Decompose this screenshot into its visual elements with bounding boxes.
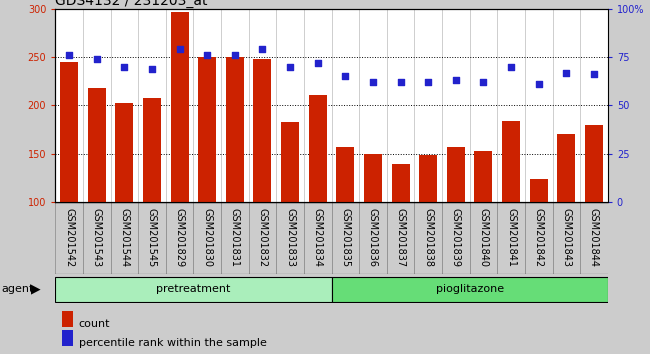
Text: ▶: ▶ [31,283,41,296]
FancyBboxPatch shape [415,202,442,274]
Bar [60,62,78,202]
FancyBboxPatch shape [580,202,608,274]
Point [561,70,571,75]
Text: GSM201843: GSM201843 [562,207,571,267]
FancyBboxPatch shape [248,202,276,274]
Point [229,52,240,58]
Bar [336,147,354,202]
Text: GSM201838: GSM201838 [423,207,433,267]
FancyBboxPatch shape [552,202,580,274]
Point [368,79,378,85]
Text: GSM201544: GSM201544 [120,207,129,267]
FancyBboxPatch shape [166,202,194,274]
Point [174,46,185,52]
Bar [309,95,327,202]
Text: GSM201836: GSM201836 [368,207,378,267]
Bar [474,151,493,202]
Text: GSM201831: GSM201831 [230,207,240,267]
Bar [254,59,272,202]
Text: GSM201842: GSM201842 [534,207,543,267]
Bar [419,155,437,202]
Text: pioglitazone: pioglitazone [436,284,504,295]
Point [92,56,102,62]
FancyBboxPatch shape [276,202,304,274]
Text: GSM201829: GSM201829 [175,207,185,267]
Point [257,46,268,52]
Text: GSM201833: GSM201833 [285,207,295,267]
Text: GSM201830: GSM201830 [202,207,212,267]
Text: GSM201834: GSM201834 [313,207,322,267]
Bar [281,122,299,202]
FancyBboxPatch shape [138,202,166,274]
Bar [364,154,382,202]
FancyBboxPatch shape [83,202,111,274]
Text: GSM201832: GSM201832 [257,207,267,267]
Bar [143,98,161,202]
Point [589,72,599,77]
Bar [226,57,244,202]
Text: count: count [79,319,110,329]
Point [147,66,157,72]
Text: GSM201839: GSM201839 [451,207,461,267]
Point [534,81,544,87]
Bar [530,179,548,202]
Bar [585,125,603,202]
Point [423,79,434,85]
Text: pretreatment: pretreatment [156,284,231,295]
FancyBboxPatch shape [442,202,469,274]
FancyBboxPatch shape [332,202,359,274]
Bar [502,121,520,202]
Point [202,52,213,58]
FancyBboxPatch shape [387,202,415,274]
Text: GSM201841: GSM201841 [506,207,516,267]
Point [340,74,350,79]
Point [506,64,516,69]
Bar [88,88,106,202]
Bar [391,164,410,202]
Point [64,52,74,58]
FancyBboxPatch shape [332,277,608,302]
Text: GSM201542: GSM201542 [64,207,74,267]
Text: GSM201837: GSM201837 [396,207,406,267]
Text: agent: agent [1,284,34,295]
Point [450,78,461,83]
Text: GSM201543: GSM201543 [92,207,101,267]
Point [285,64,295,69]
Text: GSM201840: GSM201840 [478,207,488,267]
FancyBboxPatch shape [194,202,221,274]
FancyBboxPatch shape [221,202,248,274]
Text: GDS4132 / 231203_at: GDS4132 / 231203_at [55,0,208,8]
Point [478,79,489,85]
Point [119,64,129,69]
FancyBboxPatch shape [359,202,387,274]
FancyBboxPatch shape [304,202,332,274]
Point [313,60,323,66]
Bar [198,57,216,202]
Bar [557,134,575,202]
Bar [115,103,133,202]
FancyBboxPatch shape [469,202,497,274]
Bar [170,12,188,202]
FancyBboxPatch shape [111,202,138,274]
Point [395,79,406,85]
FancyBboxPatch shape [55,277,332,302]
Text: GSM201835: GSM201835 [341,207,350,267]
FancyBboxPatch shape [525,202,552,274]
FancyBboxPatch shape [497,202,525,274]
Bar [447,147,465,202]
Text: percentile rank within the sample: percentile rank within the sample [79,338,266,348]
Text: GSM201545: GSM201545 [147,207,157,267]
FancyBboxPatch shape [55,202,83,274]
Text: GSM201844: GSM201844 [589,207,599,267]
